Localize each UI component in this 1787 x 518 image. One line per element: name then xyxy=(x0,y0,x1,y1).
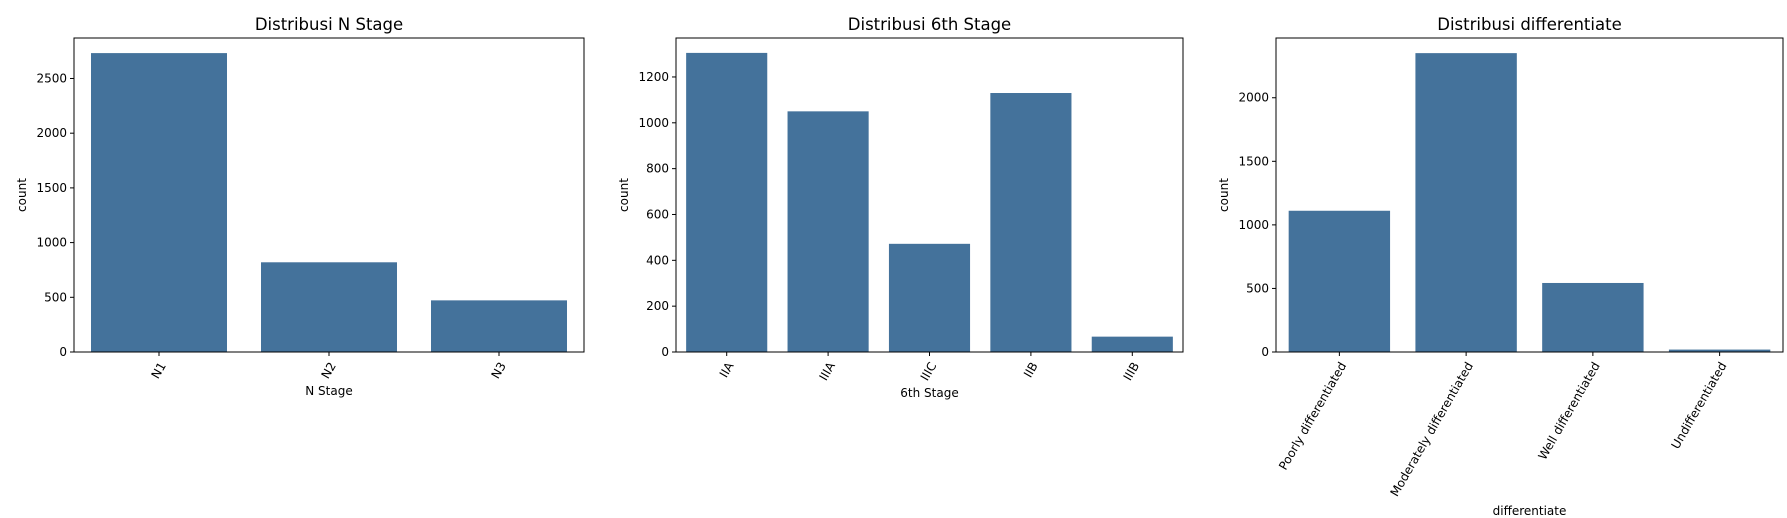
x-tick-label-n2: N2 xyxy=(318,360,338,381)
x-tick-label-iiic: IIIC xyxy=(918,360,940,383)
chart-panel-2: 0 200 400 600 800 1000 1200 IIA IIIA IIIC IIB IIIB D… xyxy=(617,15,1184,400)
y-tick-label: 0 xyxy=(661,345,669,359)
x-tick-label-iiia: IIIA xyxy=(816,359,838,383)
chart-title: Distribusi 6th Stage xyxy=(848,15,1011,34)
plot-frame xyxy=(1275,37,1784,353)
y-axis-label: count xyxy=(1217,178,1231,212)
x-tick-label-poorly-differentiated: Poorly differentiated xyxy=(1276,360,1349,473)
bar-n1 xyxy=(91,53,227,352)
y-tick-label: 1000 xyxy=(36,236,67,250)
y-tick-label: 1000 xyxy=(1238,218,1269,232)
bar-poorly-differentiated xyxy=(1288,210,1391,352)
bar-undifferentiated xyxy=(1668,349,1771,352)
y-axis-label: count xyxy=(15,178,29,212)
bar-iiic xyxy=(888,243,971,352)
y-axis-label: count xyxy=(617,178,631,212)
y-tick-label: 2000 xyxy=(36,126,67,140)
y-tick-label: 800 xyxy=(646,162,669,176)
bar-iiia xyxy=(787,111,869,352)
y-tick-label: 0 xyxy=(59,345,67,359)
x-tick-label-iia: IIA xyxy=(717,359,737,380)
y-tick-label: 500 xyxy=(44,290,67,304)
chart-title: Distribusi differentiate xyxy=(1437,15,1621,34)
y-tick-label: 1200 xyxy=(638,70,669,84)
chart-panel-3: 0 500 1000 1500 2000 Poorly differentiated Mod… xyxy=(1217,15,1784,518)
x-axis-label: 6th Stage xyxy=(900,386,958,400)
x-axis-label: differentiate xyxy=(1493,504,1567,518)
y-tick-label: 1000 xyxy=(638,116,669,130)
bar-well-differentiated xyxy=(1542,282,1644,352)
y-tick-label: 400 xyxy=(646,253,669,267)
x-tick-label-n1: N1 xyxy=(148,360,168,381)
chart-title: Distribusi N Stage xyxy=(255,15,403,34)
x-tick-label-well-differentiated: Well differentiated xyxy=(1535,360,1602,463)
bar-n2 xyxy=(261,262,397,352)
y-tick-label: 0 xyxy=(1261,345,1269,359)
bar-iiib xyxy=(1091,336,1173,352)
x-tick-label-iiib: IIIB xyxy=(1121,360,1143,383)
y-tick-label: 1500 xyxy=(36,181,67,195)
x-tick-label-iib: IIB xyxy=(1021,360,1041,380)
y-tick-label: 2000 xyxy=(1238,91,1269,105)
bar-moderately-differentiated xyxy=(1415,53,1517,352)
y-tick-label: 500 xyxy=(1246,281,1269,295)
y-tick-label: 600 xyxy=(646,207,669,221)
x-tick-label-moderately-differentiated: Moderately differentiated xyxy=(1388,360,1476,499)
bar-iib xyxy=(990,93,1072,352)
x-axis-label: N Stage xyxy=(305,384,352,398)
y-tick-label: 1500 xyxy=(1238,154,1269,168)
x-tick-label-undifferentiated: Undifferentiated xyxy=(1668,360,1729,452)
chart-panel-1: 0 500 1000 1500 2000 2500 N1 N2 N3 Distribusi N S… xyxy=(15,15,585,398)
x-tick-label-n3: N3 xyxy=(488,360,508,381)
y-tick-label: 2500 xyxy=(36,71,67,85)
bar-n3 xyxy=(431,300,567,352)
bar-iia xyxy=(686,52,768,353)
y-tick-label: 200 xyxy=(646,299,669,313)
